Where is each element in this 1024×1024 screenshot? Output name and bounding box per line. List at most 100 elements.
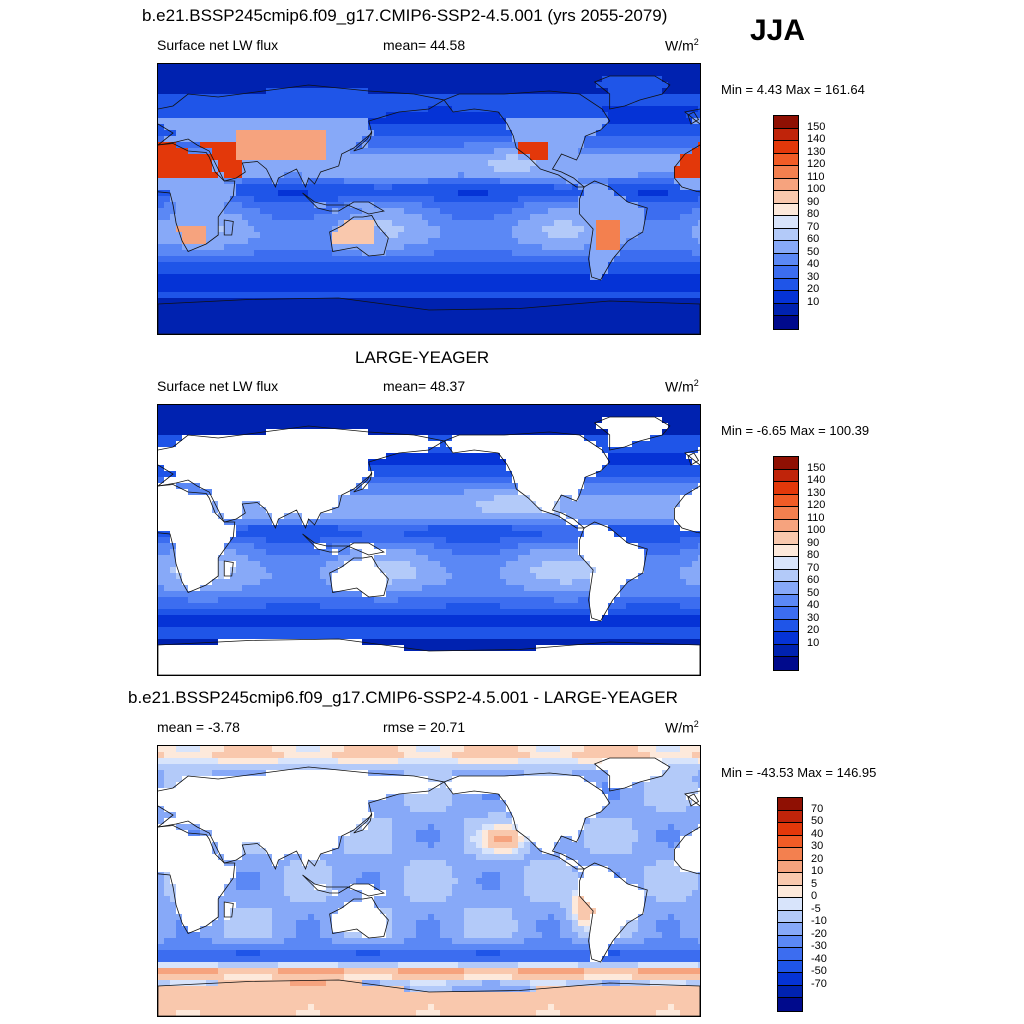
map-cell <box>170 196 177 203</box>
map-cell <box>614 106 621 113</box>
map-cell <box>320 417 327 424</box>
map-cell <box>494 250 501 257</box>
map-cell <box>524 190 531 197</box>
map-cell <box>686 310 693 317</box>
map-cell <box>404 124 411 131</box>
map-cell <box>452 118 459 125</box>
map-cell <box>650 220 657 227</box>
map-cell <box>566 100 573 107</box>
map-cell <box>200 298 207 305</box>
map-cell <box>308 220 315 227</box>
map-cell <box>218 262 225 269</box>
map-cell <box>392 118 399 125</box>
map-cell <box>458 148 465 155</box>
map-cell <box>626 196 633 203</box>
map-cell <box>686 220 693 227</box>
map-cell <box>368 423 375 430</box>
map-cell <box>314 322 321 329</box>
map-cell <box>350 435 357 442</box>
map-cell <box>206 226 213 233</box>
map-cell <box>692 322 699 329</box>
map-cell <box>530 220 537 227</box>
map-cell <box>644 100 651 107</box>
map-cell <box>428 304 435 311</box>
map-cell <box>500 417 507 424</box>
map-cell <box>668 441 675 448</box>
map-cell <box>380 441 387 448</box>
map-cell <box>212 310 219 317</box>
map-cell <box>482 405 489 412</box>
map-cell <box>638 190 645 197</box>
map-cell <box>542 154 549 161</box>
map-cell <box>554 262 561 269</box>
map-cell <box>572 322 579 329</box>
map-cell <box>524 94 531 101</box>
map-cell <box>212 172 219 179</box>
map-cell <box>614 184 621 191</box>
map-cell <box>386 148 393 155</box>
map-cell <box>656 148 663 155</box>
map-cell <box>308 214 315 221</box>
map-cell <box>182 130 189 137</box>
map-cell <box>494 328 501 334</box>
map-cell <box>332 154 339 161</box>
map-cell <box>650 106 657 113</box>
map-cell <box>674 100 681 107</box>
map-cell <box>662 118 669 125</box>
map-cell <box>602 232 609 239</box>
map-cell <box>296 82 303 89</box>
map-cell <box>680 220 687 227</box>
map-cell <box>470 453 477 460</box>
map-cell <box>248 196 255 203</box>
map-cell <box>236 316 243 323</box>
map-cell <box>464 70 471 77</box>
map-cell <box>614 172 621 179</box>
map-cell <box>170 124 177 131</box>
map-cell <box>218 196 225 203</box>
map-cell <box>386 429 393 436</box>
map-cell <box>344 322 351 329</box>
map-cell <box>524 226 531 233</box>
map-cell <box>410 94 417 101</box>
map-cell <box>446 160 453 167</box>
map-cell <box>608 190 615 197</box>
map-cell <box>434 304 441 311</box>
map-cell <box>518 70 525 77</box>
map-cell <box>404 136 411 143</box>
map-cell <box>230 226 237 233</box>
map-cell <box>236 172 243 179</box>
map-cell <box>488 322 495 329</box>
map-cell <box>506 88 513 95</box>
map-cell <box>392 178 399 185</box>
map-cell <box>542 118 549 125</box>
map-cell <box>326 304 333 311</box>
map-cell <box>602 148 609 155</box>
map-cell <box>428 76 435 83</box>
map-cell <box>512 435 519 442</box>
map-cell <box>440 226 447 233</box>
map-cell <box>536 268 543 275</box>
map-cell <box>440 405 447 412</box>
map-cell <box>698 76 700 83</box>
map-cell <box>284 274 291 281</box>
map-cell <box>242 172 249 179</box>
map-cell <box>266 304 273 311</box>
map-cell <box>314 304 321 311</box>
map-cell <box>218 166 225 173</box>
map-cell <box>518 106 525 113</box>
map-cell <box>596 232 603 239</box>
map-cell <box>698 429 700 436</box>
map-cell <box>218 202 225 209</box>
map-cell <box>692 226 699 233</box>
map-cell <box>248 286 255 293</box>
map-cell <box>176 405 183 412</box>
map-cell <box>404 447 411 454</box>
map-cell <box>362 429 369 436</box>
map-cell <box>662 417 669 424</box>
map-cell <box>536 124 543 131</box>
map-cell <box>668 154 675 161</box>
map-cell <box>266 76 273 83</box>
map-cell <box>212 76 219 83</box>
map-cell <box>362 447 369 454</box>
map-cell <box>536 118 543 125</box>
